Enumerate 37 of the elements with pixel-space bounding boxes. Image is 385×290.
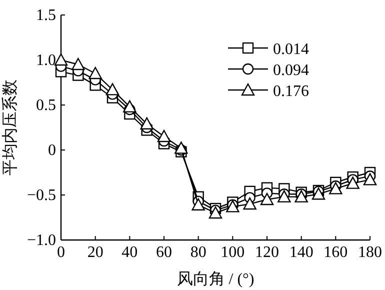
point — [294, 190, 308, 202]
y-tick-label: 1.0 — [36, 52, 56, 69]
x-tick-label: 100 — [220, 244, 245, 261]
x-tick-label: 80 — [190, 244, 206, 261]
y-tick-label: 1.5 — [36, 7, 56, 24]
x-tick-label: 160 — [324, 244, 348, 261]
y-tick-label: −1.0 — [26, 232, 56, 249]
y-axis-title: 平均内压系数 — [1, 80, 19, 176]
point — [346, 176, 360, 189]
point — [88, 66, 102, 80]
y-tick-label: 0 — [48, 142, 56, 159]
point — [140, 117, 154, 130]
x-tick-label: 140 — [289, 244, 314, 261]
point — [329, 182, 342, 194]
point — [363, 173, 377, 186]
point — [123, 100, 136, 112]
x-tick-label: 20 — [87, 244, 104, 261]
point — [208, 206, 222, 219]
point — [72, 58, 85, 70]
y-tick-label: −0.5 — [26, 187, 56, 204]
x-tick-label: 40 — [122, 244, 138, 261]
legend-label: 0.094 — [273, 62, 309, 79]
x-tick-label: 60 — [156, 244, 172, 261]
point — [260, 192, 274, 206]
x-tick-label: 180 — [358, 244, 382, 261]
legend-label: 0.014 — [273, 41, 309, 58]
x-axis-title: 风向角 / (°) — [176, 271, 254, 288]
point — [157, 130, 171, 142]
y-tick-label: 0.5 — [36, 97, 56, 114]
legend-label: 0.176 — [273, 83, 309, 100]
point — [192, 198, 205, 210]
point — [278, 190, 291, 202]
point — [174, 142, 188, 154]
point — [106, 83, 120, 96]
point — [243, 197, 256, 210]
x-tick-label: 120 — [255, 244, 279, 261]
point — [312, 188, 326, 200]
